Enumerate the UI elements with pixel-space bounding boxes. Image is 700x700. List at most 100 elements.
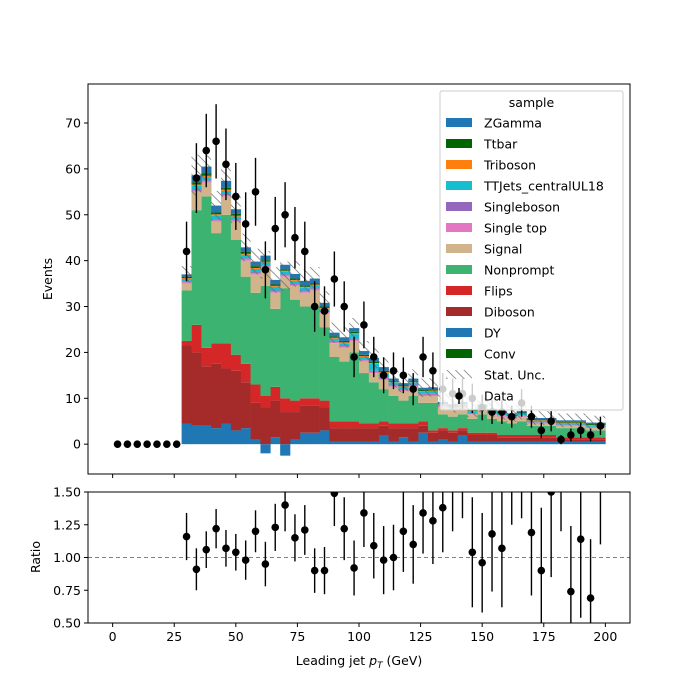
ratio-point bbox=[547, 492, 555, 496]
ratio-x-axis-ticks: 0 25 50 75 100 125 150 175 200 bbox=[109, 623, 617, 644]
ratio-x-tick-label: 125 bbox=[409, 629, 433, 644]
bar-single-top bbox=[181, 282, 192, 284]
ratio-y-axis-ticks: 0.50 0.75 1.00 1.25 1.50 bbox=[53, 485, 88, 631]
bar-signal bbox=[457, 407, 468, 415]
bar-flips bbox=[250, 384, 261, 403]
bar-diboson bbox=[201, 366, 212, 426]
bar-nonprompt bbox=[339, 361, 350, 422]
stat-unc-box bbox=[418, 378, 428, 397]
bar-dy bbox=[516, 441, 527, 445]
ratio-point bbox=[369, 541, 378, 550]
main-panel: 0 10 20 30 40 50 60 70 Events sample ZGamma Ttbar… bbox=[40, 83, 631, 478]
bar-diboson bbox=[536, 437, 547, 442]
ratio-point bbox=[409, 540, 418, 549]
legend-swatch-nonprompt bbox=[446, 265, 472, 274]
bar-flips bbox=[437, 428, 448, 431]
bar-dy bbox=[595, 441, 606, 445]
ratio-point bbox=[301, 526, 309, 534]
ratio-point bbox=[212, 524, 220, 533]
bar-nonprompt bbox=[408, 396, 419, 424]
bar-diboson bbox=[299, 405, 311, 433]
bar-nonprompt bbox=[437, 414, 448, 429]
bar-diboson bbox=[516, 437, 527, 442]
data-point bbox=[429, 366, 437, 375]
bar-nonprompt bbox=[349, 352, 360, 422]
data-point bbox=[527, 412, 536, 421]
bar-nonprompt bbox=[388, 396, 399, 424]
main-x-axis-ticks bbox=[112, 474, 606, 478]
bar-flips bbox=[359, 423, 370, 429]
bar-diboson bbox=[280, 412, 291, 445]
bar-signal bbox=[221, 196, 232, 215]
bar-flips bbox=[181, 340, 192, 346]
bar-nonprompt bbox=[487, 418, 498, 433]
stat-unc-box bbox=[585, 415, 596, 430]
bar-nonprompt bbox=[526, 425, 537, 435]
ratio-point bbox=[281, 501, 289, 509]
bar-signal bbox=[447, 409, 458, 417]
bar-flips bbox=[546, 435, 557, 438]
data-point bbox=[557, 435, 565, 444]
bar-diboson bbox=[230, 370, 242, 431]
stat-unc-box bbox=[270, 267, 281, 293]
legend-frame bbox=[439, 90, 624, 411]
data-point bbox=[241, 220, 250, 228]
bar-dy bbox=[457, 435, 468, 445]
bar-flips bbox=[487, 432, 498, 435]
data-point bbox=[350, 353, 358, 361]
legend-label-flips: Flips bbox=[484, 284, 513, 299]
bar-diboson bbox=[467, 435, 478, 442]
bar-dy bbox=[201, 425, 212, 445]
ratio-point bbox=[389, 553, 398, 562]
bar-diboson bbox=[487, 435, 498, 442]
legend-swatch-conv bbox=[446, 349, 472, 358]
bar-dy bbox=[359, 441, 370, 445]
ratio-axes-frame bbox=[87, 491, 631, 624]
stat-unc-box bbox=[359, 340, 369, 362]
bar-dy bbox=[368, 441, 380, 445]
legend-swatch-dy bbox=[446, 328, 472, 337]
bar-dy bbox=[329, 441, 340, 445]
bar-dy bbox=[447, 441, 458, 445]
bar-flips bbox=[516, 435, 527, 438]
bar-dy bbox=[388, 441, 399, 445]
bar-dy bbox=[280, 444, 291, 456]
bar-diboson bbox=[191, 352, 202, 426]
bar-flips bbox=[349, 421, 360, 429]
ratio-point bbox=[251, 527, 260, 536]
legend-label-ttjets-centralul18: TTJets_centralUL18 bbox=[483, 179, 604, 194]
ratio-x-tick-label: 50 bbox=[228, 629, 244, 644]
y-tick-label: 40 bbox=[65, 253, 81, 268]
bar-flips bbox=[418, 421, 429, 426]
bar-dy bbox=[299, 432, 311, 445]
ratio-point bbox=[310, 566, 319, 575]
bar-nonprompt bbox=[309, 306, 320, 399]
legend-swatch-single-top bbox=[446, 223, 472, 232]
data-point bbox=[330, 275, 339, 283]
legend-label-zgamma: ZGamma bbox=[484, 116, 542, 131]
bar-nonprompt bbox=[556, 428, 567, 438]
ratio-y-tick-label: 0.75 bbox=[53, 583, 81, 598]
bar-flips bbox=[191, 324, 202, 353]
ratio-x-tick-label: 200 bbox=[593, 629, 617, 644]
data-point bbox=[586, 431, 595, 439]
bar-dy bbox=[536, 441, 547, 445]
ratio-point bbox=[202, 545, 211, 554]
bar-dy bbox=[309, 432, 320, 445]
bar-nonprompt bbox=[240, 276, 251, 364]
bar-flips bbox=[408, 423, 419, 429]
bar-flips bbox=[467, 432, 478, 435]
bar-flips bbox=[368, 423, 380, 429]
bar-dy bbox=[477, 441, 488, 445]
stat-unc-box bbox=[211, 190, 222, 221]
bar-diboson bbox=[378, 425, 389, 435]
ratio-panel: 0.50 0.75 1.00 1.25 1.50 0 25 50 75 100 125 150 175… bbox=[28, 485, 631, 671]
bar-single-top bbox=[211, 220, 222, 222]
bar-diboson bbox=[339, 428, 350, 442]
ratio-y-axis-label: Ratio bbox=[28, 541, 43, 573]
ratio-point bbox=[291, 534, 299, 542]
bar-dy bbox=[437, 439, 448, 445]
data-point bbox=[202, 146, 211, 155]
data-point bbox=[123, 440, 132, 448]
